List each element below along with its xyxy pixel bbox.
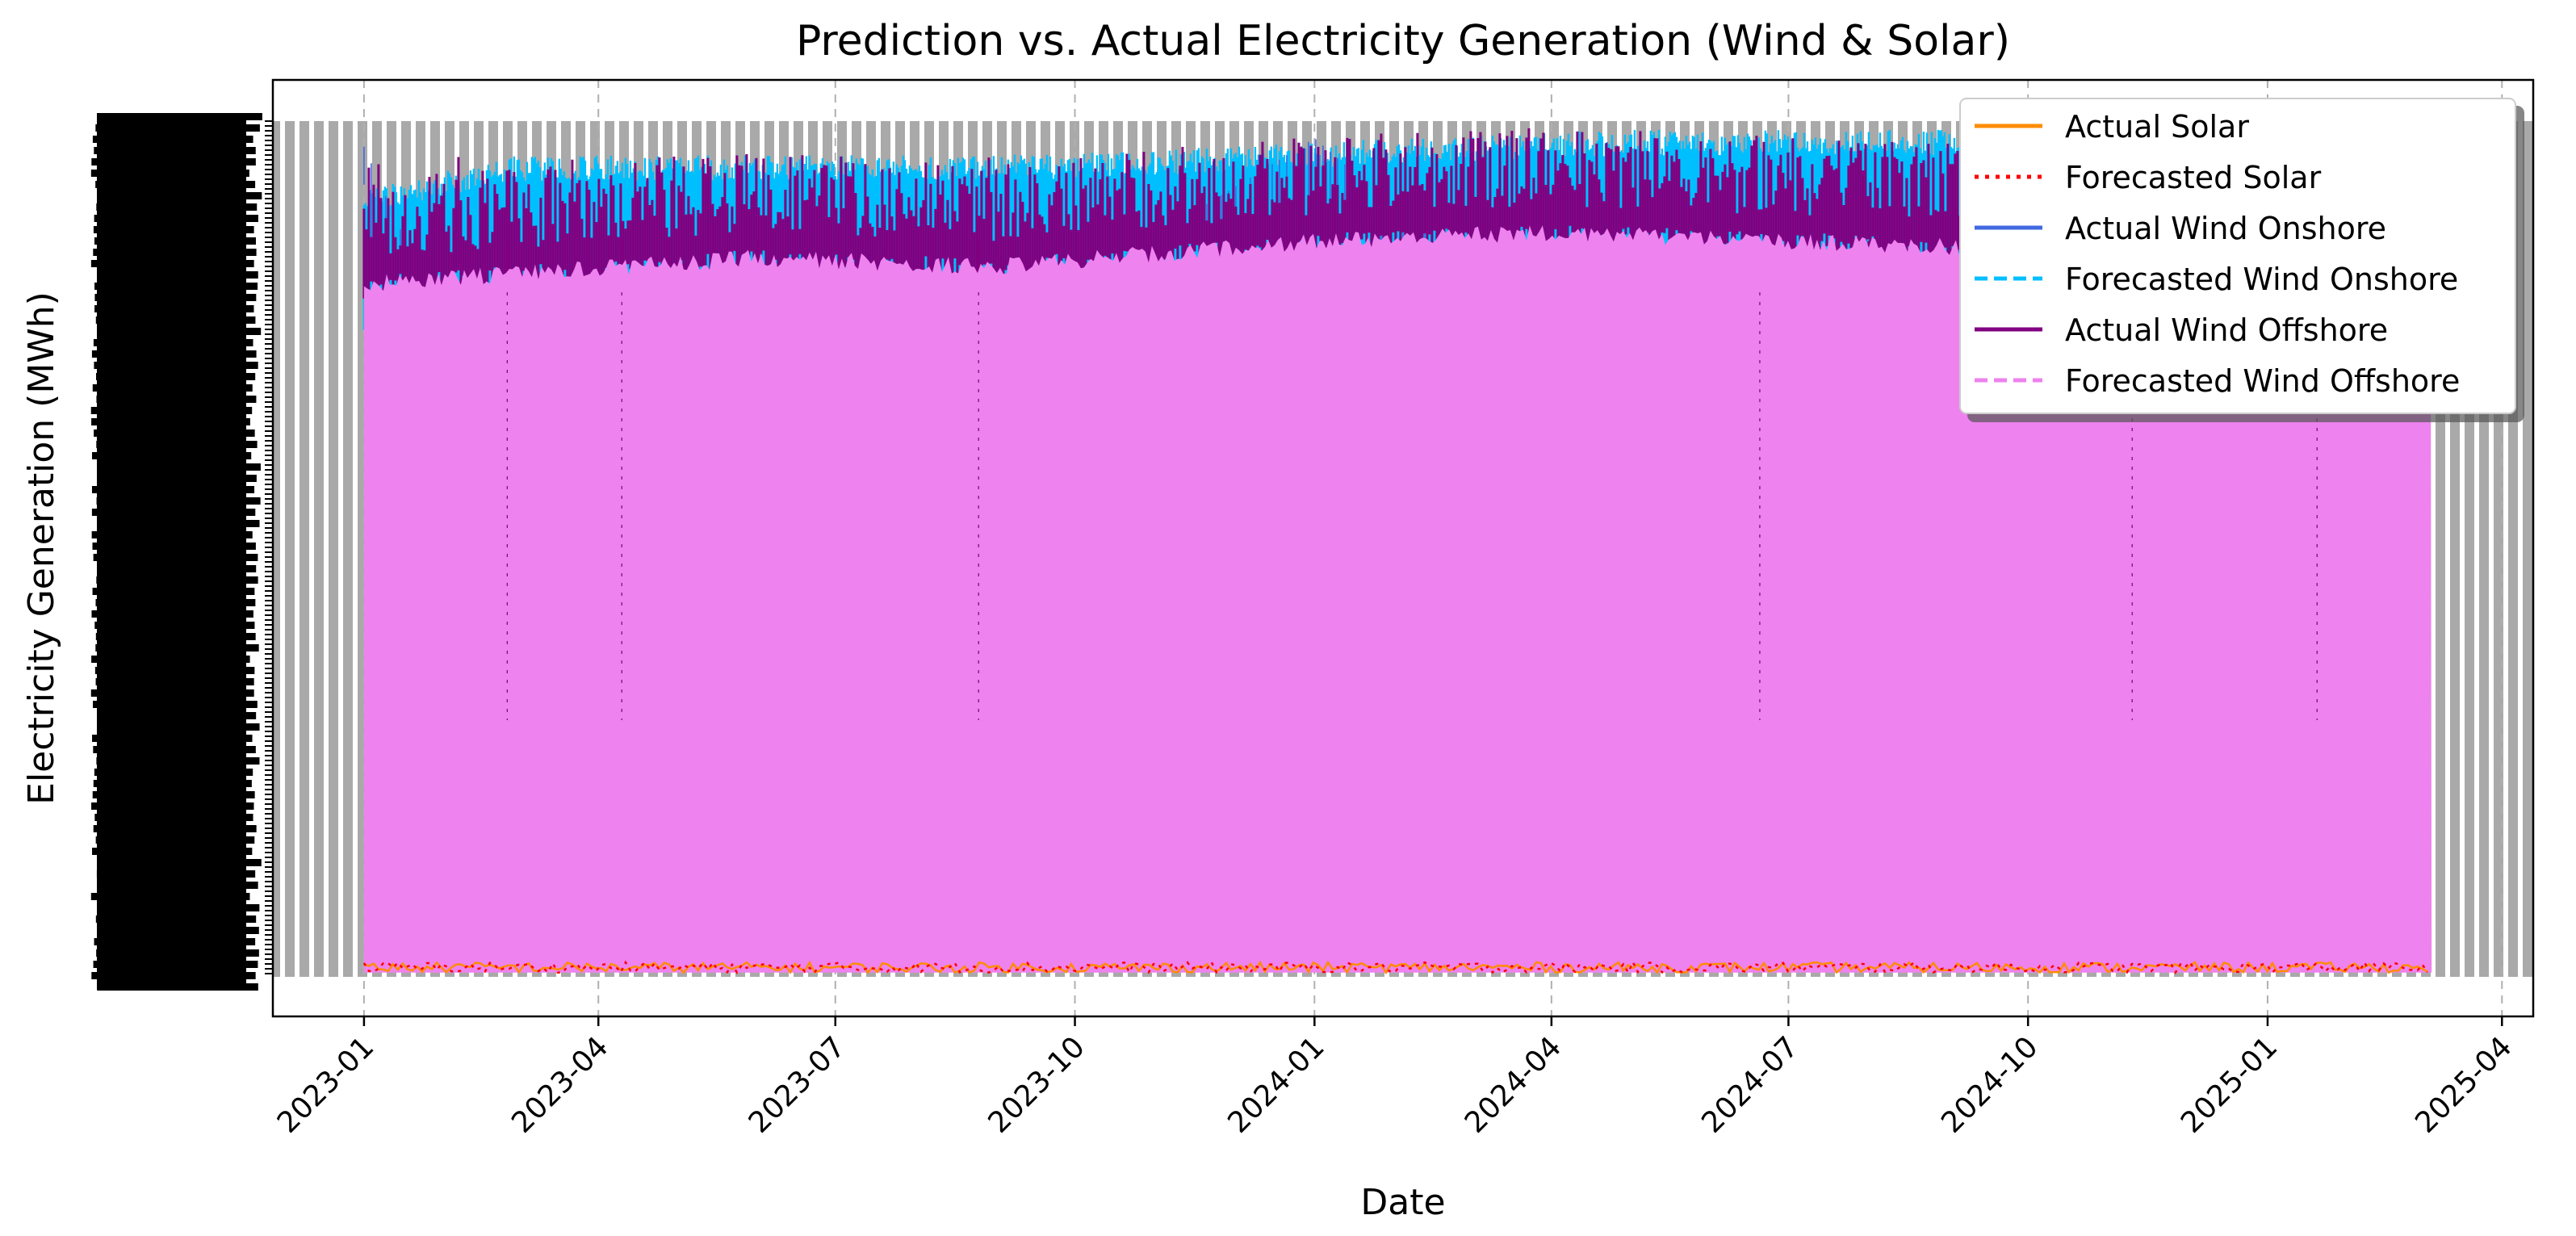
chart-title: Prediction vs. Actual Electricity Genera… — [796, 17, 2010, 65]
series-forecasted-wind-offshore — [363, 224, 2432, 973]
legend-label: Forecasted Solar — [2065, 160, 2322, 195]
legend-label: Actual Wind Onshore — [2065, 211, 2386, 246]
legend-label: Actual Solar — [2065, 109, 2249, 145]
legend-label: Forecasted Wind Onshore — [2065, 262, 2458, 297]
chart-legend: Actual Solar Forecasted Solar Actual Wind … — [1959, 98, 2516, 414]
series-forecasted-solar — [362, 960, 2428, 975]
series-actual-solar — [363, 960, 2428, 975]
y-axis-label: Electricity Generation (MWh) — [21, 291, 62, 805]
x-axis-label: Date — [1360, 1182, 1445, 1223]
y-axis-tick-clutter — [90, 113, 273, 991]
legend-box — [1959, 98, 2516, 414]
legend-label: Actual Wind Offshore — [2065, 312, 2388, 348]
legend-label: Forecasted Wind Offshore — [2065, 363, 2460, 399]
